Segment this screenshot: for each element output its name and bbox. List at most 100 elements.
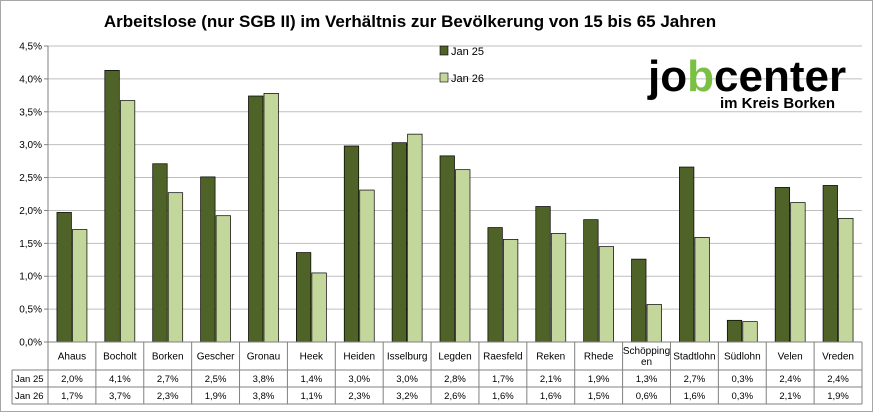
legend-label-jan25: Jan 25	[451, 46, 484, 58]
table-cell: 3,0%	[348, 374, 370, 385]
x-category-label: Bocholt	[103, 352, 137, 363]
table-cell: 3,2%	[396, 391, 418, 402]
bar-jan26	[838, 217, 854, 343]
table-cell: 2,6%	[444, 391, 466, 402]
x-category-label: Raesfeld	[483, 352, 522, 363]
bar-jan26	[550, 233, 567, 343]
bar-jan26	[455, 169, 471, 343]
legend-swatch-jan26	[439, 72, 449, 83]
table-row-label: Jan 26	[15, 391, 44, 402]
jobcenter-logo: jobcenter im Kreis Borken	[647, 52, 846, 112]
table-cell: 0,6%	[636, 391, 658, 402]
x-category-label: Ahaus	[58, 352, 86, 363]
table-cell: 3,8%	[253, 374, 275, 385]
table-cell: 4,1%	[109, 374, 131, 385]
y-tick-label: 0,0%	[19, 338, 42, 349]
bar-jan25	[152, 163, 168, 343]
data-table: Ahaus Bocholt Borken Gescher Gronau Heek Heide…	[11, 341, 863, 405]
table-cell: 2,1%	[779, 391, 801, 402]
bar-jan25	[774, 187, 791, 343]
bar-jan26	[407, 133, 423, 343]
bar-jan26	[646, 304, 662, 343]
x-category-label: Legden	[438, 352, 471, 363]
table-cell: 2,7%	[157, 374, 179, 385]
x-category-label: Gescher	[197, 352, 235, 363]
y-tick-label: 3,0%	[19, 140, 42, 151]
table-cell: 1,6%	[684, 391, 706, 402]
bar-jan25	[343, 145, 360, 343]
x-category-label: Rhede	[584, 352, 614, 363]
y-axis: 0,0% 0,5% 1,0% 1,5% 2,0% 2,5% 3,0% 3,5% 4,0% 4,5%	[19, 42, 42, 349]
table-cell: 3,7%	[109, 391, 131, 402]
x-category-label: Gronau	[247, 352, 280, 363]
table-cell: 1,7%	[492, 374, 514, 385]
x-category-label: Borken	[152, 352, 184, 363]
bar-jan26	[311, 272, 327, 343]
table-cell: 1,7%	[61, 391, 83, 402]
table-cell: 0,3%	[731, 374, 753, 385]
logo-subtitle: im Kreis Borken	[720, 95, 835, 112]
bar-jan26	[215, 215, 231, 343]
bar-jan25	[104, 69, 120, 343]
y-tick-label: 0,5%	[19, 305, 42, 316]
bar-jan26	[742, 321, 758, 343]
bar-jan25	[296, 252, 312, 343]
x-category-label: Reken	[536, 352, 565, 363]
table-cell: 1,4%	[301, 374, 323, 385]
bar-jan26	[72, 229, 88, 343]
bar-jan25	[439, 155, 455, 343]
bar-jan25	[200, 176, 216, 343]
bar-jan25	[726, 319, 743, 343]
y-tick-label: 4,0%	[19, 74, 42, 85]
table-cell: 1,6%	[492, 391, 514, 402]
bar-jan26	[503, 239, 519, 343]
legend-label-jan26: Jan 26	[451, 73, 484, 85]
legend-swatch-jan25	[439, 45, 449, 56]
table-cell: 3,8%	[253, 391, 275, 402]
bar-jan25	[583, 219, 599, 343]
table-cell: 1,9%	[827, 391, 849, 402]
x-category-label: Südlohn	[724, 352, 761, 363]
bar-jan25	[535, 206, 551, 343]
x-category-label: Heiden	[343, 352, 375, 363]
bar-jan25	[248, 95, 264, 343]
y-tick-label: 1,0%	[19, 272, 42, 283]
bar-jan26	[790, 202, 806, 343]
x-category-label: Stadtlohn	[673, 352, 715, 363]
table-cell: 2,4%	[779, 374, 801, 385]
table-cell: 2,5%	[205, 374, 227, 385]
x-category-label: Schöpping	[623, 346, 670, 357]
table-cell: 1,9%	[205, 391, 227, 402]
table-cell: 2,4%	[827, 374, 849, 385]
table-cell: 2,3%	[348, 391, 370, 402]
x-category-label: Vreden	[822, 352, 854, 363]
table-cell: 2,8%	[444, 374, 466, 385]
bar-jan26	[359, 189, 375, 343]
table-cell: 1,5%	[588, 391, 610, 402]
table-cell: 1,3%	[636, 374, 658, 385]
y-tick-label: 3,5%	[19, 107, 42, 118]
bar-jan25	[56, 212, 72, 343]
bar-jan26	[119, 100, 136, 343]
x-category-label: Velen	[778, 352, 803, 363]
logo-wordmark: jobcenter	[647, 52, 846, 101]
bar-jan25	[631, 258, 647, 343]
chart-title: Arbeitslose (nur SGB II) im Verhältnis z…	[104, 12, 716, 31]
table-row-label: Jan 25	[15, 374, 44, 385]
table-cell: 2,7%	[684, 374, 706, 385]
table-cell: 1,6%	[540, 391, 562, 402]
bar-jan26	[598, 246, 614, 343]
bars	[56, 69, 854, 343]
table-cell: 2,3%	[157, 391, 179, 402]
x-category-label: en	[641, 357, 652, 368]
table-cell: 2,0%	[61, 374, 83, 385]
table-cell: 0,3%	[731, 391, 753, 402]
bar-jan25	[391, 142, 407, 343]
table-cell: 1,1%	[301, 391, 323, 402]
table-cell: 1,9%	[588, 374, 610, 385]
y-tick-label: 1,5%	[19, 239, 42, 250]
bar-jan26	[694, 237, 710, 343]
bar-jan25	[487, 227, 503, 343]
